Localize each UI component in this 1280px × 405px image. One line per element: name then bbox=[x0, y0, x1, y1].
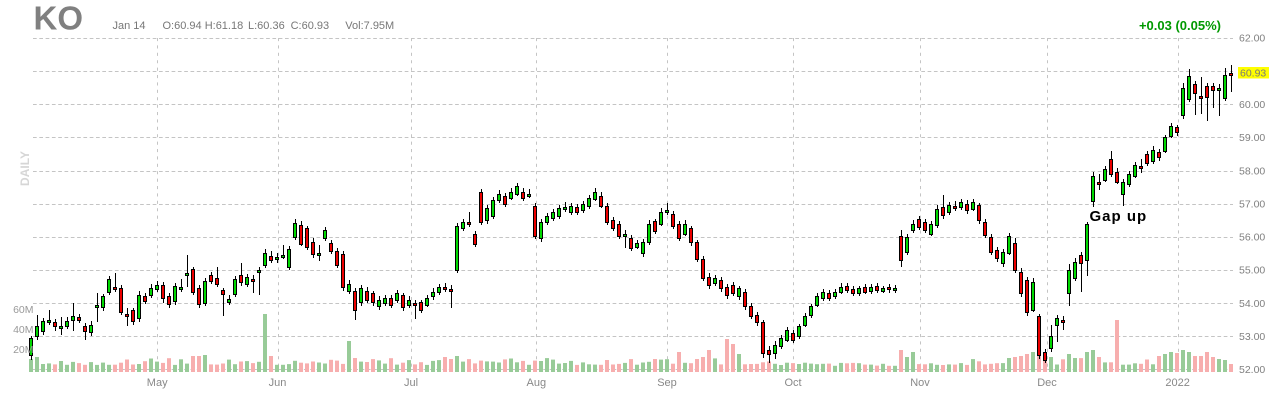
svg-text:Gap up: Gap up bbox=[1090, 208, 1148, 225]
svg-text:Jan 14: Jan 14 bbox=[113, 20, 146, 32]
svg-text:O:60.94: O:60.94 bbox=[163, 20, 202, 32]
svg-text:52.00: 52.00 bbox=[1239, 364, 1265, 376]
svg-text:H:61.18: H:61.18 bbox=[205, 20, 244, 32]
svg-text:Aug: Aug bbox=[527, 377, 547, 389]
svg-text:Vol:7.95M: Vol:7.95M bbox=[345, 20, 394, 32]
svg-text:58.00: 58.00 bbox=[1239, 165, 1265, 177]
svg-text:2022: 2022 bbox=[1165, 377, 1189, 389]
svg-text:57.00: 57.00 bbox=[1239, 198, 1265, 210]
svg-text:+0.03 (0.05%): +0.03 (0.05%) bbox=[1139, 18, 1221, 33]
svg-text:Dec: Dec bbox=[1037, 377, 1057, 389]
svg-text:20M: 20M bbox=[13, 344, 33, 356]
svg-text:54.00: 54.00 bbox=[1239, 298, 1265, 310]
svg-text:KO: KO bbox=[34, 0, 84, 37]
svg-text:Oct: Oct bbox=[784, 377, 801, 389]
svg-text:59.00: 59.00 bbox=[1239, 132, 1265, 144]
svg-text:40M: 40M bbox=[13, 324, 33, 336]
svg-text:C:60.93: C:60.93 bbox=[291, 20, 330, 32]
svg-text:DAILY: DAILY bbox=[18, 151, 32, 186]
svg-text:Jun: Jun bbox=[269, 377, 287, 389]
svg-text:53.00: 53.00 bbox=[1239, 331, 1265, 343]
svg-text:Nov: Nov bbox=[910, 377, 930, 389]
svg-text:60.93: 60.93 bbox=[1240, 68, 1266, 80]
svg-text:May: May bbox=[147, 377, 168, 389]
svg-text:60.00: 60.00 bbox=[1239, 99, 1265, 111]
svg-text:Sep: Sep bbox=[657, 377, 677, 389]
svg-text:Jul: Jul bbox=[404, 377, 418, 389]
svg-text:L:60.36: L:60.36 bbox=[248, 20, 285, 32]
svg-text:55.00: 55.00 bbox=[1239, 265, 1265, 277]
svg-text:56.00: 56.00 bbox=[1239, 232, 1265, 244]
svg-text:62.00: 62.00 bbox=[1239, 33, 1265, 45]
svg-text:60M: 60M bbox=[13, 304, 33, 316]
